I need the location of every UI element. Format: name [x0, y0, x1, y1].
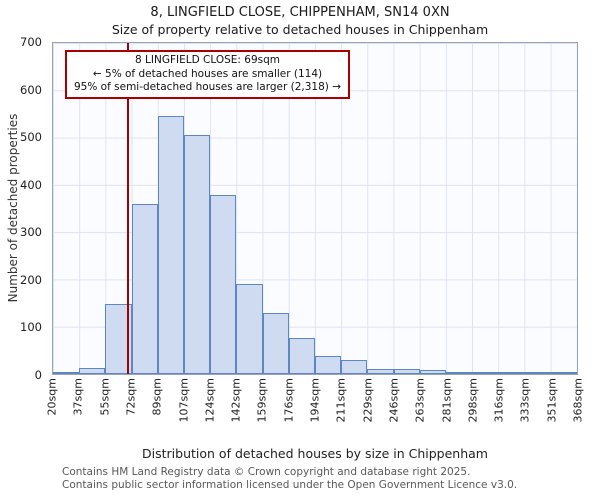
bar [315, 356, 342, 374]
x-tick-label: 333sqm [518, 378, 532, 423]
plot-area: 8 LINGFIELD CLOSE: 69sqm ← 5% of detache… [52, 42, 578, 375]
footer-line2: Contains public sector information licen… [62, 479, 518, 492]
bar [341, 359, 368, 374]
y-tick-label: 700 [20, 35, 42, 49]
bar [419, 370, 447, 374]
x-tick-label: 124sqm [203, 378, 217, 423]
bar [53, 371, 80, 374]
y-tick-label: 600 [20, 82, 42, 97]
x-tick-label: 37sqm [71, 378, 85, 416]
bar [446, 372, 473, 374]
bar [131, 203, 158, 374]
x-tick-labels: 20sqm 37sqm 55sqm 72sqm 89sqm 107sqm 124sqm 142… [46, 377, 585, 443]
bar [550, 372, 578, 374]
x-tick-label: 55sqm [98, 378, 112, 416]
y-tick-labels: 0 100 200 300 400 500 600 700 [0, 35, 46, 382]
x-tick-label: 20sqm [45, 378, 59, 416]
annotation-line2: ← 5% of detached houses are smaller (114… [92, 67, 323, 80]
bar [210, 195, 237, 374]
bar [79, 367, 106, 374]
property-size-marker-line [126, 43, 129, 374]
attribution-footer: Contains HM Land Registry data © Crown c… [62, 466, 517, 492]
x-tick-label: 263sqm [413, 378, 427, 423]
chart-subtitle: Size of property relative to detached ho… [111, 22, 489, 37]
y-tick-label: 100 [20, 320, 42, 335]
x-tick-label: 316sqm [492, 378, 506, 423]
bar [472, 372, 499, 374]
y-tick-label: 0 [34, 368, 42, 382]
bar [236, 284, 263, 374]
bar [262, 312, 289, 374]
x-tick-label: 298sqm [466, 378, 480, 423]
x-tick-label: 176sqm [282, 378, 296, 423]
footer-line1: Contains HM Land Registry data © Crown c… [62, 466, 471, 478]
bar [184, 135, 211, 374]
y-tick-label: 500 [20, 130, 42, 145]
x-tick-label: 72sqm [124, 378, 138, 416]
y-tick-label: 300 [20, 225, 42, 240]
x-tick-label: 246sqm [387, 378, 401, 423]
x-tick-label: 281sqm [440, 378, 453, 423]
annotation-line1: 8 LINGFIELD CLOSE: 69sqm [135, 54, 280, 66]
bars [53, 43, 578, 374]
x-tick-label: 107sqm [177, 378, 190, 423]
bar [367, 369, 394, 374]
chart-title: 8, LINGFIELD CLOSE, CHIPPENHAM, SN14 0XN [150, 5, 450, 20]
bar [157, 116, 185, 374]
bar [524, 372, 551, 374]
annotation-line3: 95% of semi-detached houses are larger (… [74, 81, 342, 94]
x-tick-label: 194sqm [308, 378, 322, 423]
bar [288, 337, 316, 374]
bar [393, 369, 420, 374]
x-tick-label: 89sqm [150, 378, 164, 416]
x-tick-label: 211sqm [334, 378, 348, 423]
annotation-box: 8 LINGFIELD CLOSE: 69sqm ← 5% of detache… [65, 50, 351, 99]
y-tick-label: 200 [20, 272, 42, 287]
bar [498, 372, 525, 374]
x-tick-label: 159sqm [255, 378, 269, 423]
x-tick-label: 142sqm [229, 378, 243, 423]
x-tick-label: 351sqm [545, 378, 559, 423]
x-axis-label: Distribution of detached houses by size … [142, 446, 488, 461]
y-tick-label: 400 [20, 177, 42, 192]
x-tick-label: 229sqm [361, 378, 375, 423]
x-tick-label: 368sqm [571, 378, 585, 423]
